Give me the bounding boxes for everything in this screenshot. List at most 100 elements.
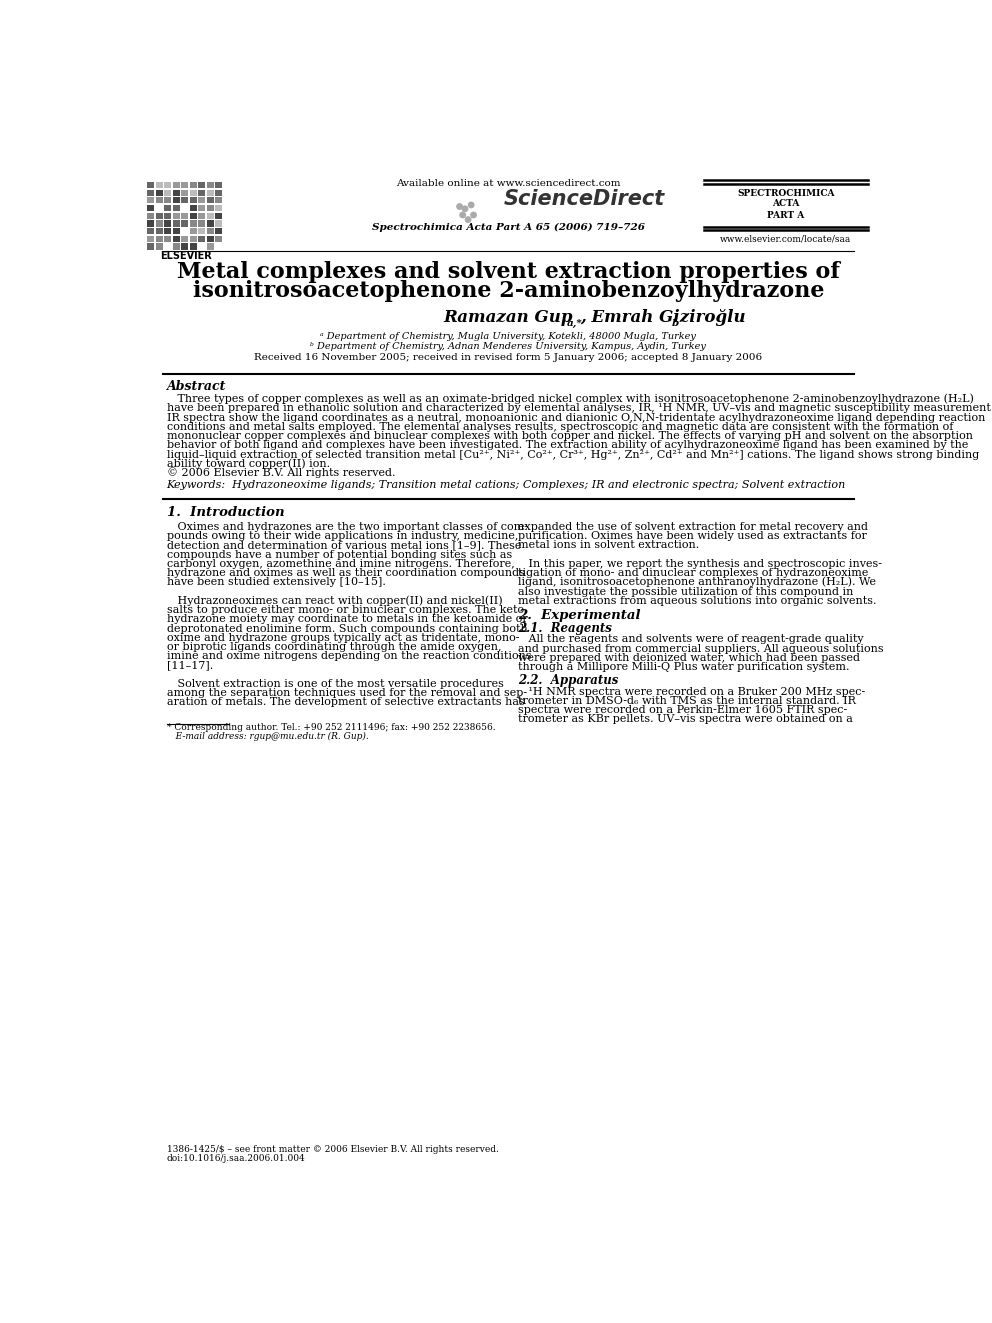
Text: trometer in DMSO-d₆ with TMS as the internal standard. IR: trometer in DMSO-d₆ with TMS as the inte… xyxy=(518,696,855,706)
Text: have been studied extensively [10–15].: have been studied extensively [10–15]. xyxy=(167,577,386,587)
Bar xyxy=(173,197,180,204)
Text: SPECTROCHIMICA: SPECTROCHIMICA xyxy=(737,189,834,197)
Text: 1.  Introduction: 1. Introduction xyxy=(167,505,285,519)
Text: compounds have a number of potential bonding sites such as: compounds have a number of potential bon… xyxy=(167,549,512,560)
Text: ᵃ Department of Chemistry, Mugla University, Kotekli, 48000 Mugla, Turkey: ᵃ Department of Chemistry, Mugla Univers… xyxy=(320,332,696,341)
Bar xyxy=(156,228,163,234)
Bar xyxy=(207,221,214,226)
Bar xyxy=(198,197,205,204)
Bar xyxy=(207,181,214,188)
Text: expanded the use of solvent extraction for metal recovery and: expanded the use of solvent extraction f… xyxy=(518,521,868,532)
Bar xyxy=(165,221,172,226)
Bar xyxy=(173,235,180,242)
Bar xyxy=(156,213,163,218)
Bar xyxy=(189,228,196,234)
Bar xyxy=(198,228,205,234)
Text: 2.  Experimental: 2. Experimental xyxy=(518,609,640,622)
Text: isonitrosoacetophenone 2-aminobenzoylhydrazone: isonitrosoacetophenone 2-aminobenzoylhyd… xyxy=(192,280,824,303)
Bar xyxy=(198,213,205,218)
Circle shape xyxy=(460,212,465,218)
Text: were prepared with deionized water, which had been passed: were prepared with deionized water, whic… xyxy=(518,652,860,663)
Text: Solvent extraction is one of the most versatile procedures: Solvent extraction is one of the most ve… xyxy=(167,679,504,689)
Text: * Corresponding author. Tel.: +90 252 2111496; fax: +90 252 2238656.: * Corresponding author. Tel.: +90 252 21… xyxy=(167,724,495,732)
Bar xyxy=(173,243,180,250)
Bar xyxy=(173,181,180,188)
Bar xyxy=(215,228,222,234)
Circle shape xyxy=(471,212,476,218)
Text: Three types of copper complexes as well as an oximate-bridged nickel complex wit: Three types of copper complexes as well … xyxy=(167,393,973,404)
Bar xyxy=(147,205,154,212)
Bar xyxy=(207,189,214,196)
Text: tigation of mono- and dinuclear complexes of hydrazoneoxime: tigation of mono- and dinuclear complexe… xyxy=(518,568,868,578)
Text: mononuclear copper complexes and binuclear complexes with both copper and nickel: mononuclear copper complexes and binucle… xyxy=(167,431,972,441)
Text: metal ions in solvent extraction.: metal ions in solvent extraction. xyxy=(518,540,699,550)
Text: 1386-1425/$ – see front matter © 2006 Elsevier B.V. All rights reserved.: 1386-1425/$ – see front matter © 2006 El… xyxy=(167,1146,499,1154)
Bar xyxy=(156,221,163,226)
Text: [11–17].: [11–17]. xyxy=(167,660,213,671)
Bar xyxy=(207,197,214,204)
Text: among the separation techniques used for the removal and sep-: among the separation techniques used for… xyxy=(167,688,527,699)
Text: ELSEVIER: ELSEVIER xyxy=(160,251,212,261)
Text: ScienceDirect: ScienceDirect xyxy=(504,189,665,209)
Bar xyxy=(173,205,180,212)
Text: 2.1.  Reagents: 2.1. Reagents xyxy=(518,622,612,635)
Bar xyxy=(189,189,196,196)
Text: imine and oxime nitrogens depending on the reaction conditions: imine and oxime nitrogens depending on t… xyxy=(167,651,532,662)
Bar xyxy=(207,243,214,250)
Text: Received 16 November 2005; received in revised form 5 January 2006; accepted 8 J: Received 16 November 2005; received in r… xyxy=(254,353,763,363)
Text: liquid–liquid extraction of selected transition metal [Cu²⁺, Ni²⁺, Co²⁺, Cr³⁺, H: liquid–liquid extraction of selected tra… xyxy=(167,450,979,459)
Bar xyxy=(147,189,154,196)
Circle shape xyxy=(462,206,467,212)
Text: and purchased from commercial suppliers. All aqueous solutions: and purchased from commercial suppliers.… xyxy=(518,643,883,654)
Bar xyxy=(215,205,222,212)
Bar xyxy=(207,235,214,242)
Circle shape xyxy=(457,204,462,209)
Bar xyxy=(215,197,222,204)
Bar xyxy=(147,228,154,234)
Text: , Emrah Giziroğlu: , Emrah Giziroğlu xyxy=(579,310,745,325)
Bar xyxy=(173,221,180,226)
Bar xyxy=(182,197,188,204)
Bar xyxy=(182,181,188,188)
Bar xyxy=(147,213,154,218)
Bar xyxy=(165,181,172,188)
Bar xyxy=(215,181,222,188)
Text: Keywords:  Hydrazoneoxime ligands; Transition metal cations; Complexes; IR and e: Keywords: Hydrazoneoxime ligands; Transi… xyxy=(167,479,846,490)
Bar xyxy=(165,235,172,242)
Text: carbonyl oxygen, azomethine and imine nitrogens. Therefore,: carbonyl oxygen, azomethine and imine ni… xyxy=(167,558,515,569)
Text: conditions and metal salts employed. The elemental analyses results, spectroscop: conditions and metal salts employed. The… xyxy=(167,422,953,431)
Bar xyxy=(207,205,214,212)
Text: pounds owing to their wide applications in industry, medicine,: pounds owing to their wide applications … xyxy=(167,531,518,541)
Text: ability toward copper(II) ion.: ability toward copper(II) ion. xyxy=(167,458,329,468)
Text: All the reagents and solvents were of reagent-grade quality: All the reagents and solvents were of re… xyxy=(518,634,863,644)
Circle shape xyxy=(465,217,471,222)
Text: spectra were recorded on a Perkin-Elmer 1605 FTIR spec-: spectra were recorded on a Perkin-Elmer … xyxy=(518,705,847,716)
Text: ¹H NMR spectra were recorded on a Bruker 200 MHz spec-: ¹H NMR spectra were recorded on a Bruker… xyxy=(518,687,865,697)
Bar xyxy=(147,221,154,226)
Text: b: b xyxy=(672,319,680,328)
Bar xyxy=(147,235,154,242)
Text: deprotonated enolimine form. Such compounds containing both: deprotonated enolimine form. Such compou… xyxy=(167,623,528,634)
Text: PART A: PART A xyxy=(767,212,805,220)
Bar xyxy=(189,243,196,250)
Text: Metal complexes and solvent extraction properties of: Metal complexes and solvent extraction p… xyxy=(177,261,840,283)
Text: 2.2.  Apparatus: 2.2. Apparatus xyxy=(518,673,618,687)
Bar xyxy=(182,235,188,242)
Bar xyxy=(182,213,188,218)
Text: Oximes and hydrazones are the two important classes of com-: Oximes and hydrazones are the two import… xyxy=(167,521,528,532)
Text: behavior of both ligand and complexes have been investigated. The extraction abi: behavior of both ligand and complexes ha… xyxy=(167,441,968,450)
Bar xyxy=(147,181,154,188)
Bar xyxy=(189,181,196,188)
Bar xyxy=(182,189,188,196)
Bar xyxy=(189,213,196,218)
Text: aration of metals. The development of selective extractants has: aration of metals. The development of se… xyxy=(167,697,525,708)
Text: www.elsevier.com/locate/saa: www.elsevier.com/locate/saa xyxy=(720,235,851,243)
Text: Abstract: Abstract xyxy=(167,380,226,393)
Bar xyxy=(198,235,205,242)
Bar xyxy=(189,197,196,204)
Bar xyxy=(207,228,214,234)
Bar xyxy=(156,235,163,242)
Bar xyxy=(165,189,172,196)
Bar xyxy=(215,221,222,226)
Bar xyxy=(189,221,196,226)
